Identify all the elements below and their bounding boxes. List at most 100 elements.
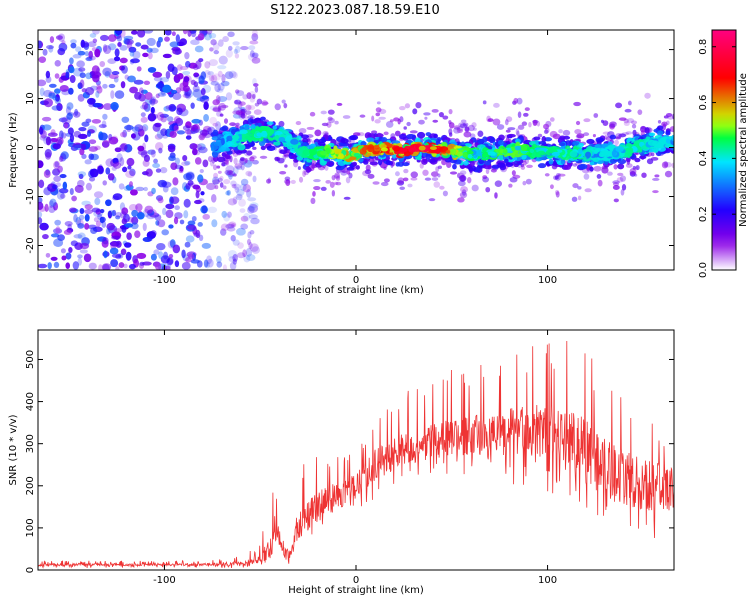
- ridge-mark: [558, 142, 566, 147]
- noise-blob: [114, 48, 120, 57]
- ridge-halo: [244, 157, 248, 164]
- ridge-halo: [371, 130, 378, 134]
- ridge-halo: [418, 119, 425, 125]
- ridge-mark: [338, 153, 344, 160]
- noise-blob: [155, 220, 160, 226]
- ridge-halo: [309, 111, 316, 117]
- ridge-halo: [575, 120, 581, 126]
- noise-blob: [163, 105, 170, 112]
- noise-blob: [181, 249, 186, 259]
- ridge-halo: [460, 119, 467, 123]
- ridge-mark: [244, 124, 250, 131]
- ridge-mark: [596, 160, 604, 165]
- ridge-halo: [406, 121, 411, 127]
- colorbar-tick-label: 0.8: [698, 39, 709, 55]
- ridge-halo: [482, 176, 490, 183]
- noise-blob: [101, 263, 112, 270]
- noise-blob: [121, 65, 128, 74]
- noise-blob: [42, 48, 48, 56]
- ridge-halo: [252, 146, 257, 150]
- ridge-mark: [418, 145, 426, 151]
- noise-blob: [143, 80, 151, 85]
- noise-blob: [48, 83, 57, 88]
- y-tick-label: 0: [25, 144, 36, 150]
- noise-blob: [48, 200, 54, 208]
- noise-blob: [45, 252, 51, 258]
- noise-blob: [197, 33, 205, 41]
- noise-blob: [225, 49, 233, 58]
- noise-blob: [250, 217, 260, 225]
- noise-blob: [230, 234, 236, 242]
- ridge-halo: [574, 128, 582, 135]
- noise-blob: [67, 127, 74, 135]
- noise-blob: [236, 227, 246, 236]
- ridge-halo: [652, 177, 660, 181]
- ridge-mark: [220, 137, 225, 145]
- ridge-halo: [297, 166, 301, 170]
- noise-blob: [38, 205, 47, 212]
- noise-blob: [142, 52, 149, 58]
- noise-blob: [156, 111, 165, 121]
- noise-blob: [119, 157, 125, 167]
- ridge-mark: [484, 160, 491, 166]
- noise-blob: [88, 153, 95, 160]
- noise-blob: [155, 83, 165, 88]
- ridge-halo: [438, 112, 444, 118]
- ridge-mark: [305, 166, 312, 173]
- noise-blob: [248, 45, 256, 51]
- ridge-halo: [320, 186, 327, 191]
- noise-blob: [106, 222, 116, 231]
- ridge-halo: [621, 184, 627, 191]
- ridge-halo: [261, 100, 269, 106]
- ridge-halo: [537, 133, 543, 138]
- noise-blob: [39, 135, 48, 141]
- ridge-halo: [348, 172, 353, 179]
- noise-blob: [110, 240, 117, 250]
- ridge-halo: [335, 181, 342, 186]
- ridge-mark: [497, 162, 506, 168]
- ridge-halo: [584, 188, 592, 193]
- noise-blob: [105, 158, 115, 167]
- ridge-mark: [487, 151, 496, 156]
- x-tick-label: 0: [353, 575, 359, 586]
- ridge-halo: [616, 177, 624, 183]
- noise-blob: [207, 155, 213, 162]
- ridge-mark: [272, 125, 278, 130]
- noise-blob: [154, 133, 163, 140]
- ridge-mark: [366, 137, 375, 143]
- ridge-mark: [452, 163, 457, 170]
- ridge-halo: [597, 179, 603, 187]
- noise-blob: [187, 30, 192, 38]
- noise-blob: [173, 125, 179, 132]
- noise-blob: [248, 242, 253, 250]
- y-tick-label: 300: [25, 434, 36, 453]
- ridge-halo: [520, 165, 526, 170]
- ridge-halo: [335, 175, 341, 181]
- ridge-mark: [506, 133, 516, 138]
- y-tick-label: -20: [25, 237, 36, 253]
- ridge-halo: [312, 191, 316, 197]
- ridge-mark: [266, 129, 275, 135]
- noise-blob: [173, 216, 179, 225]
- ridge-mark: [462, 160, 469, 166]
- noise-blob: [200, 88, 206, 96]
- ridge-mark: [511, 146, 516, 152]
- ridge-halo: [430, 171, 439, 177]
- ridge-halo: [487, 118, 494, 122]
- ridge-halo: [321, 122, 329, 127]
- ridge-halo: [623, 121, 630, 127]
- ridge-halo: [219, 113, 224, 117]
- noise-blob: [207, 258, 214, 268]
- noise-blob: [171, 66, 178, 76]
- noise-blob: [45, 151, 52, 160]
- noise-blob: [77, 133, 88, 139]
- noise-blob: [47, 262, 52, 270]
- noise-blob: [58, 155, 64, 162]
- noise-blob: [140, 89, 148, 94]
- ridge-halo: [573, 101, 581, 107]
- ridge-halo: [246, 150, 253, 156]
- ridge-halo: [492, 118, 501, 126]
- noise-blob: [135, 203, 143, 212]
- noise-blob: [161, 229, 169, 236]
